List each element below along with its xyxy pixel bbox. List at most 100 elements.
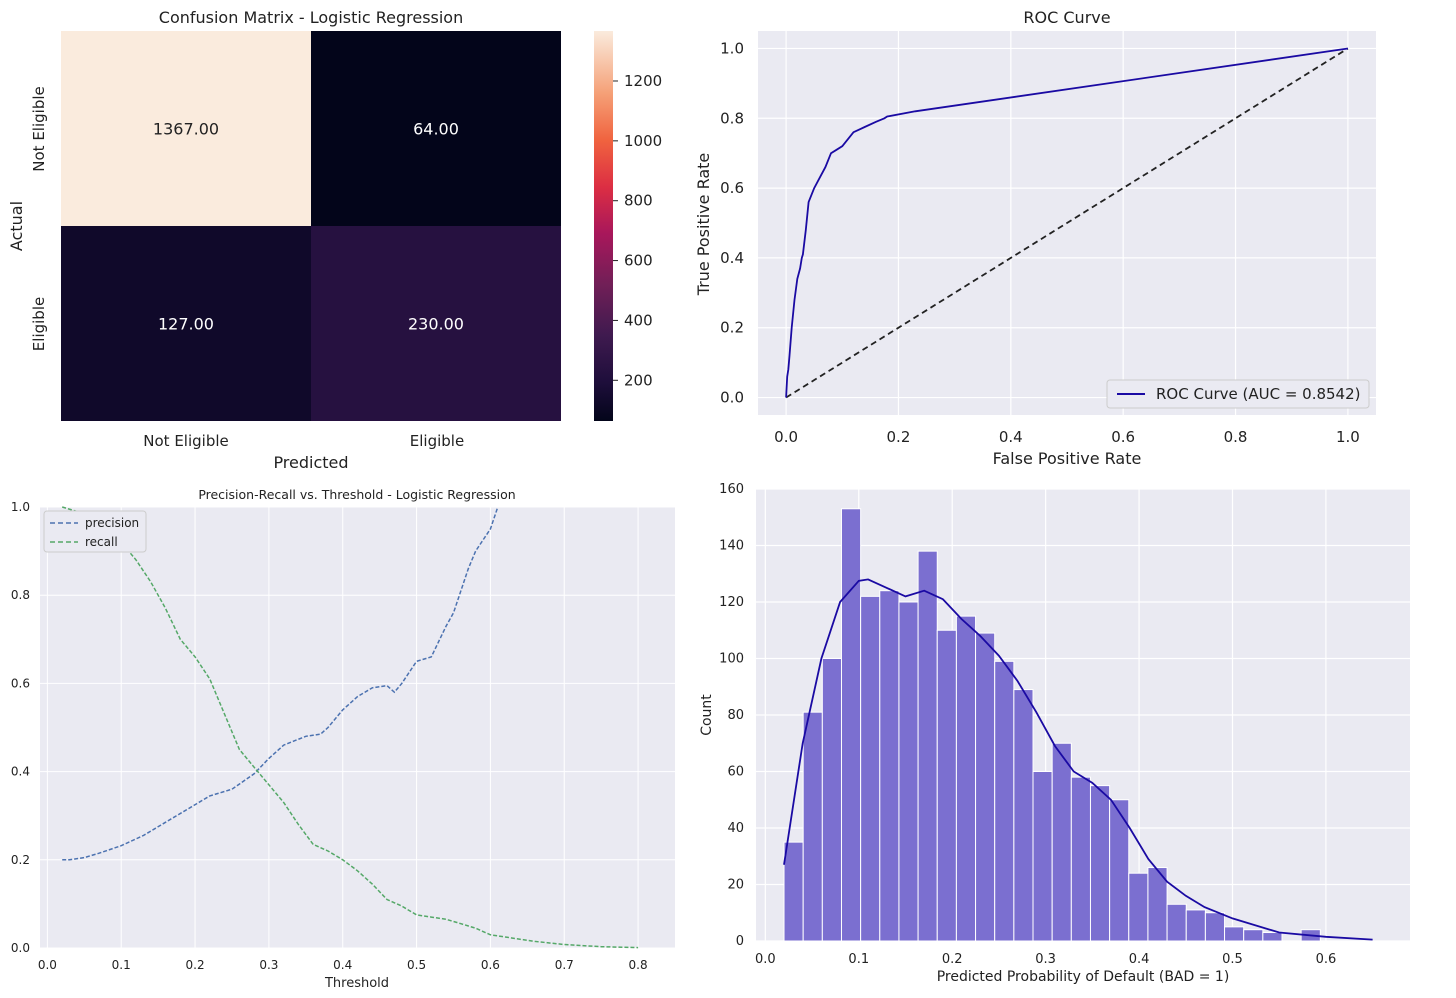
pr-xtick-label: 0.5 xyxy=(407,958,426,972)
hist-bar xyxy=(1070,776,1091,942)
hist-bar xyxy=(1032,771,1053,942)
roc-xlabel: False Positive Rate xyxy=(993,449,1142,468)
roc-xtick-label: 0.2 xyxy=(887,428,911,446)
pr-precision-line xyxy=(62,506,499,861)
hist-xtick-label: 0.1 xyxy=(848,952,869,967)
hist-bar xyxy=(1204,912,1226,942)
hist-ytick-label: 140 xyxy=(719,539,744,554)
colorbar-tick-label: 1200 xyxy=(624,72,662,90)
hist-ytick-label: 40 xyxy=(727,821,744,836)
roc-ytick-label: 0.0 xyxy=(720,389,744,407)
confusion-cell xyxy=(311,226,561,421)
hist-xtick-label: 0.2 xyxy=(942,952,963,967)
hist-xtick-label: 0.5 xyxy=(1222,952,1243,967)
colorbar-tick-label: 400 xyxy=(624,311,653,329)
hist-bar xyxy=(936,629,957,942)
confusion-cell-label: 230.00 xyxy=(408,315,464,334)
hist-xlabel: Predicted Probability of Default (BAD = … xyxy=(937,969,1230,985)
hist-xtick-label: 0.4 xyxy=(1129,952,1150,967)
roc-ytick-label: 0.6 xyxy=(720,179,744,197)
hist-kde-line xyxy=(783,578,1373,941)
histogram-panel: 0.0 0.1 0.2 0.3 0.4 0.5 0.6 0 20 40 60 80 100 120 140 1… xyxy=(699,482,1410,985)
hist-ytick-label: 80 xyxy=(727,708,744,723)
hist-bar xyxy=(783,841,804,942)
hist-xtick-label: 0.0 xyxy=(755,952,776,967)
hist-bar xyxy=(1243,929,1264,942)
pr-xlabel: Threshold xyxy=(324,976,389,991)
roc-ytick-label: 1.0 xyxy=(720,39,744,57)
hist-bar xyxy=(1128,872,1149,942)
roc-xtick-label: 0.8 xyxy=(1224,428,1248,446)
confusion-xlabel: Predicted xyxy=(273,453,348,472)
hist-bar xyxy=(955,615,977,942)
roc-legend: ROC Curve (AUC = 0.8542) xyxy=(1106,379,1370,409)
pr-xtick-label: 0.3 xyxy=(259,958,278,972)
roc-legend-box xyxy=(1106,379,1370,409)
hist-bar xyxy=(1262,932,1283,942)
hist-xtick-label: 0.3 xyxy=(1035,952,1056,967)
hist-ylabel: Count xyxy=(699,694,715,736)
hist-bar xyxy=(1089,785,1111,942)
hist-ytick-label: 120 xyxy=(719,595,744,610)
roc-ytick-label: 0.8 xyxy=(720,109,744,127)
hist-bar xyxy=(879,590,900,942)
confusion-ylabel: Actual xyxy=(7,201,26,251)
confusion-xtick-eligible: Eligible xyxy=(410,432,464,450)
confusion-ytick-not-eligible: Not Eligible xyxy=(30,86,48,171)
hist-ytick-label: 0 xyxy=(736,934,744,949)
colorbar xyxy=(594,31,613,421)
pr-xtick-label: 0.6 xyxy=(481,958,500,972)
hist-ytick-label: 20 xyxy=(727,878,744,893)
roc-legend-label: ROC Curve (AUC = 0.8542) xyxy=(1156,385,1361,403)
pr-ytick-label: 0.4 xyxy=(11,765,30,779)
confusion-cell-label: 127.00 xyxy=(158,315,214,334)
hist-xtick-label: 0.6 xyxy=(1316,952,1337,967)
pr-recall-line xyxy=(61,506,639,949)
hist-bar xyxy=(917,550,938,942)
roc-panel: ROC Curve 0.0 0.2 0.4 0.6 0.8 1.0 0.0 0.2 0.4 0.6… xyxy=(694,8,1376,468)
confusion-matrix-panel: Confusion Matrix - Logistic Regression 1… xyxy=(7,8,662,472)
colorbar-tick-label: 1000 xyxy=(624,132,662,150)
precision-recall-panel: Precision-Recall vs. Threshold - Logisti… xyxy=(11,487,675,991)
pr-ytick-label: 0.2 xyxy=(11,853,30,867)
roc-xtick-label: 1.0 xyxy=(1336,428,1360,446)
pr-legend-recall-label: recall xyxy=(85,535,118,549)
hist-ytick-label: 60 xyxy=(727,765,744,780)
colorbar-tick-label: 600 xyxy=(624,252,653,270)
hist-bar xyxy=(898,601,919,942)
hist-bar xyxy=(1109,799,1130,942)
pr-xtick-label: 0.1 xyxy=(112,958,131,972)
roc-ylabel: True Positive Rate xyxy=(694,153,713,297)
roc-title: ROC Curve xyxy=(1023,8,1110,27)
hist-bar xyxy=(975,632,996,942)
pr-xtick-label: 0.2 xyxy=(186,958,205,972)
pr-ytick-label: 0.0 xyxy=(11,941,30,955)
colorbar-tick-label: 200 xyxy=(624,371,653,389)
confusion-title: Confusion Matrix - Logistic Regression xyxy=(159,8,463,27)
confusion-cell-label: 1367.00 xyxy=(153,120,219,139)
pr-legend: precision recall xyxy=(43,510,147,553)
roc-curve-line xyxy=(785,47,1349,398)
confusion-cell-label: 64.00 xyxy=(413,120,459,139)
confusion-cell xyxy=(61,226,311,421)
hist-bar xyxy=(1013,689,1034,942)
confusion-xtick-not-eligible: Not Eligible xyxy=(143,432,228,450)
hist-bar xyxy=(994,660,1015,942)
confusion-cell xyxy=(311,31,561,226)
roc-xtick-label: 0.0 xyxy=(774,428,798,446)
confusion-cell xyxy=(61,31,311,226)
roc-ytick-label: 0.4 xyxy=(720,249,744,267)
hist-bar xyxy=(1166,903,1187,942)
hist-bar xyxy=(1224,926,1245,942)
pr-xtick-label: 0.4 xyxy=(333,958,352,972)
hist-bar xyxy=(860,595,881,942)
pr-xtick-label: 0.8 xyxy=(629,958,648,972)
pr-plot-area xyxy=(40,507,675,948)
pr-xtick-label: 0.7 xyxy=(555,958,574,972)
roc-xtick-label: 0.4 xyxy=(999,428,1023,446)
hist-bar xyxy=(1051,742,1072,942)
colorbar-tick-label: 800 xyxy=(624,192,653,210)
pr-title: Precision-Recall vs. Threshold - Logisti… xyxy=(198,487,515,502)
pr-xtick-label: 0.0 xyxy=(38,958,57,972)
